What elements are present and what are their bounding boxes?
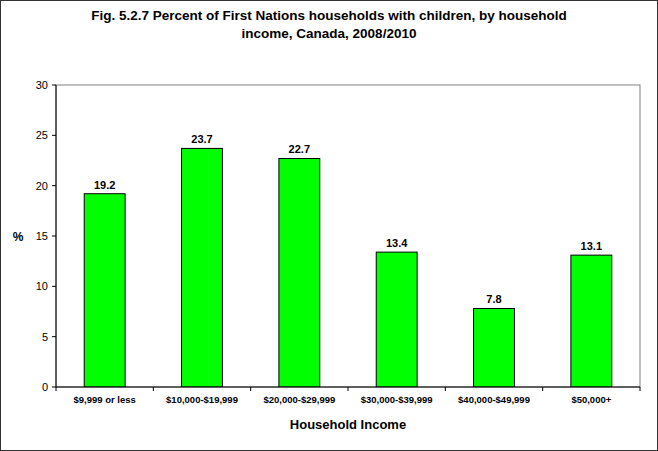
data-label: 13.1 (581, 240, 602, 252)
y-tick (52, 85, 56, 86)
data-label: 23.7 (191, 133, 212, 145)
bars (84, 148, 612, 387)
title: Fig. 5.2.7 Percent of First Nations hous… (84, 7, 574, 43)
x-tick-label: $40,000-$49,999 (458, 394, 530, 405)
x-tick (542, 387, 543, 391)
x-tick (640, 387, 641, 391)
bar (571, 255, 612, 387)
x-tick-label: $20,000-$29,999 (263, 394, 335, 405)
x-tick-label: $30,000-$39,999 (361, 394, 433, 405)
y-tick-label: 10 (36, 280, 48, 292)
y-tick (52, 236, 56, 237)
plot-area (56, 85, 640, 387)
data-label: 22.7 (289, 143, 310, 155)
y-tick-label: 30 (36, 79, 48, 91)
x-tick-label: $9,999 or less (74, 394, 136, 405)
y-tick-label: 5 (42, 331, 48, 343)
data-label: 13.4 (386, 237, 408, 249)
y-tick (52, 336, 56, 337)
x-tick-label: $50,000+ (571, 394, 611, 405)
y-tick (52, 286, 56, 287)
bar (84, 194, 125, 387)
bar (279, 158, 320, 387)
data-label: 7.8 (486, 293, 501, 305)
data-label: 19.2 (94, 179, 115, 191)
y-tick-label: 25 (36, 129, 48, 141)
y-tick (52, 185, 56, 186)
y-tick-label: 15 (36, 230, 48, 242)
x-tick (250, 387, 251, 391)
y-tick-label: 0 (42, 381, 48, 393)
x-tick (56, 387, 57, 391)
bar (474, 308, 515, 387)
bar (182, 148, 223, 387)
x-tick-label: $10,000-$19,999 (166, 394, 238, 405)
x-tick (153, 387, 154, 391)
x-tick (348, 387, 349, 391)
x-axis-title: Household Income (290, 417, 406, 432)
y-axis-title: % (13, 230, 24, 244)
y-tick (52, 387, 56, 388)
chart: 19.2 23.7 22.7 13.4 7.8 13.1 0 5 10 15 20 25 30 $9,99… (0, 0, 658, 451)
y-tick (52, 135, 56, 136)
x-tick (445, 387, 446, 391)
y-tick-label: 20 (36, 180, 48, 192)
bar (376, 252, 417, 387)
